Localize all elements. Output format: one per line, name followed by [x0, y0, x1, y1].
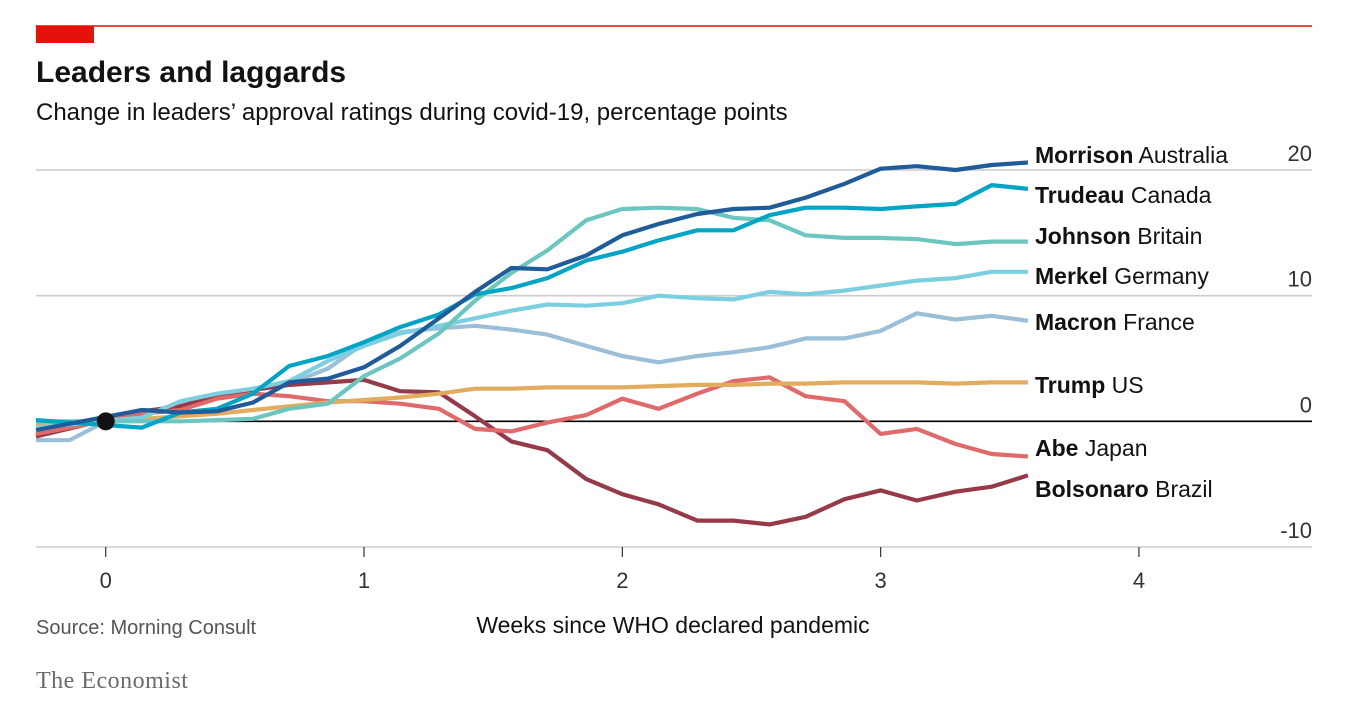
series-label-country: Germany [1108, 263, 1209, 289]
series-label-name: Bolsonaro [1035, 476, 1149, 502]
series-label-name: Trudeau [1035, 182, 1124, 208]
chart-title: Leaders and laggards [36, 56, 346, 89]
series-line-morrison [35, 160, 1029, 433]
series-label-trudeau: Trudeau Canada [1035, 182, 1212, 208]
series-label-country: Japan [1078, 435, 1147, 461]
origin-marker [96, 412, 115, 431]
series-label-country: France [1117, 309, 1195, 335]
x-tick-label: 2 [616, 568, 628, 593]
y-tick-label: 0 [1300, 392, 1312, 417]
series-label-country: Britain [1131, 223, 1203, 249]
y-tick-label: -10 [1280, 518, 1312, 543]
series-label-name: Trump [1035, 372, 1105, 398]
series-label-name: Johnson [1035, 223, 1131, 249]
x-tick-label: 0 [100, 568, 112, 593]
series-label-name: Abe [1035, 435, 1078, 461]
series-label-name: Morrison [1035, 142, 1133, 168]
y-tick-label: 10 [1288, 267, 1312, 292]
series-label-country: US [1105, 372, 1143, 398]
series-label-merkel: Merkel Germany [1035, 263, 1209, 289]
series-line-trudeau [35, 183, 1029, 430]
series-labels: Morrison Australia Trudeau Canada Johnson … [1035, 142, 1228, 502]
x-tick-label: 1 [358, 568, 370, 593]
series-label-country: Australia [1133, 142, 1228, 168]
series-label-macron: Macron France [1035, 309, 1195, 335]
series-label-name: Merkel [1035, 263, 1108, 289]
series-label-country: Canada [1124, 182, 1211, 208]
series-label-johnson: Johnson Britain [1035, 223, 1202, 249]
x-axis-label: Weeks since WHO declared pandemic [476, 612, 869, 638]
accent-bar [36, 26, 94, 43]
series-label-morrison: Morrison Australia [1035, 142, 1228, 168]
series-line-abe [35, 375, 1029, 459]
series-line-johnson [36, 205, 1028, 424]
series-line-trump [35, 380, 1028, 428]
x-tick-label: 3 [875, 568, 887, 593]
chart-subtitle: Change in leaders’ approval ratings duri… [36, 99, 788, 126]
series-label-abe: Abe Japan [1035, 435, 1148, 461]
y-tick-label: 20 [1288, 141, 1312, 166]
series-label-bolsonaro: Bolsonaro Brazil [1035, 476, 1213, 502]
series-label-name: Macron [1035, 309, 1117, 335]
x-axis: 0 1 2 3 4 [100, 547, 1145, 593]
source-note: Source: Morning Consult [36, 617, 257, 639]
brand-wordmark: The Economist [36, 668, 188, 694]
series-label-country: Brazil [1149, 476, 1213, 502]
series-lines [35, 160, 1029, 527]
series-label-trump: Trump US [1035, 372, 1144, 398]
x-tick-label: 4 [1133, 568, 1145, 593]
